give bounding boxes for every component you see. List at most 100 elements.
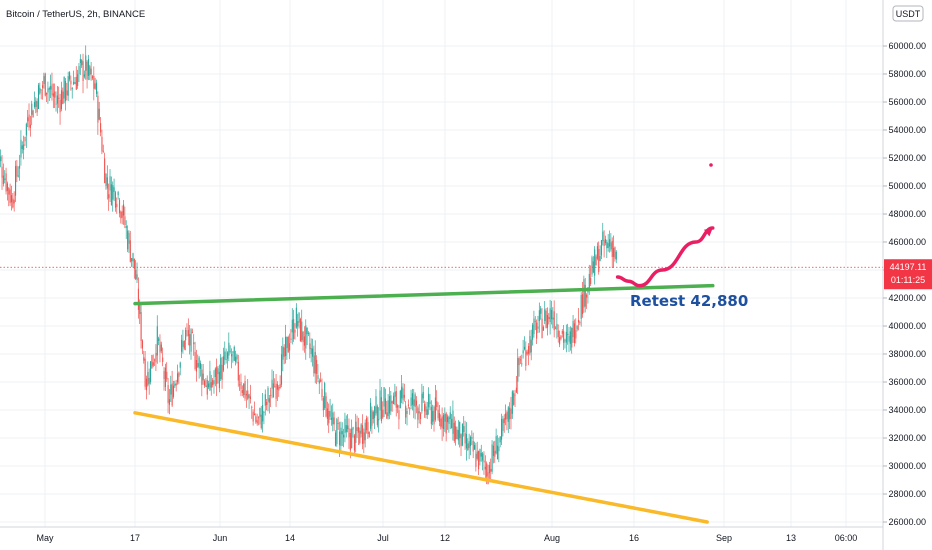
candle-body bbox=[69, 72, 71, 80]
candle-body bbox=[356, 427, 358, 432]
candle-body bbox=[177, 373, 179, 383]
candle-body bbox=[478, 451, 480, 470]
candle-body bbox=[226, 352, 229, 359]
candle-body bbox=[298, 312, 300, 323]
candle-body bbox=[591, 257, 593, 275]
candle-body bbox=[225, 359, 227, 360]
candle-body bbox=[483, 460, 485, 463]
y-tick-label: 50000.00 bbox=[888, 181, 926, 191]
candle-body bbox=[263, 412, 265, 413]
candle-body bbox=[12, 198, 14, 208]
candle-body bbox=[409, 408, 411, 410]
candle-body bbox=[487, 472, 489, 484]
candle-body bbox=[139, 304, 141, 315]
candle-body bbox=[429, 401, 431, 404]
candle-body bbox=[526, 351, 528, 355]
trendlines-layer bbox=[0, 163, 883, 524]
candle-body bbox=[228, 342, 230, 356]
candle-body bbox=[364, 422, 366, 441]
candle-body bbox=[438, 413, 441, 422]
candle-body bbox=[67, 76, 69, 96]
candle-body bbox=[179, 362, 181, 368]
candle-body bbox=[52, 93, 54, 97]
candle-body bbox=[150, 361, 152, 383]
candle-body bbox=[178, 372, 180, 377]
support-trendline[interactable] bbox=[133, 411, 709, 524]
candle-body bbox=[171, 383, 173, 406]
candle-body bbox=[472, 440, 474, 452]
x-tick-label: 13 bbox=[786, 533, 796, 543]
candle-body bbox=[208, 383, 210, 388]
candle-body bbox=[127, 230, 129, 250]
candle-body bbox=[324, 383, 326, 408]
retest-annotation: Retest 42,880 bbox=[630, 292, 748, 310]
candle-body bbox=[241, 390, 243, 393]
candle-body bbox=[393, 395, 395, 405]
candle-body bbox=[258, 417, 260, 419]
candle-body bbox=[532, 324, 534, 340]
candle-body bbox=[113, 187, 115, 193]
resistance-trendline[interactable] bbox=[133, 283, 715, 306]
candle-body bbox=[614, 247, 616, 259]
candle-body bbox=[598, 249, 600, 272]
candle-body bbox=[124, 216, 126, 225]
candle-body bbox=[345, 425, 347, 433]
candle-body bbox=[4, 178, 6, 180]
projection-path[interactable] bbox=[615, 226, 715, 288]
candle-body bbox=[603, 240, 605, 246]
candle-body bbox=[496, 445, 499, 460]
candle-body bbox=[17, 175, 19, 177]
candle-body bbox=[600, 240, 603, 256]
candle-body bbox=[325, 396, 327, 417]
candle-body bbox=[1, 166, 3, 178]
candle-body bbox=[509, 407, 511, 420]
candle-body bbox=[501, 418, 503, 440]
candle-body bbox=[270, 394, 272, 396]
candle-body bbox=[461, 423, 463, 446]
candle-body bbox=[474, 444, 476, 450]
candle-body bbox=[163, 371, 165, 380]
candle-body bbox=[46, 92, 48, 95]
candle-body bbox=[64, 80, 67, 102]
candle-body bbox=[510, 408, 512, 420]
candle-body bbox=[376, 406, 378, 426]
candle-body bbox=[411, 393, 414, 405]
candle-body bbox=[137, 288, 139, 310]
candle-body bbox=[334, 432, 337, 446]
candle-body bbox=[359, 430, 361, 444]
candle-body bbox=[252, 411, 254, 422]
candle-body bbox=[317, 375, 319, 380]
candle-body bbox=[556, 323, 558, 330]
candle-body bbox=[213, 380, 215, 385]
candle-body bbox=[401, 386, 403, 399]
x-tick-label: 06:00 bbox=[835, 533, 858, 543]
candle-body bbox=[606, 242, 608, 249]
candle-body bbox=[560, 335, 562, 339]
candle-body bbox=[515, 387, 517, 393]
x-tick-label: May bbox=[36, 533, 54, 543]
candle-body bbox=[28, 114, 30, 128]
candle-body bbox=[440, 418, 442, 427]
currency-badge[interactable]: USDT bbox=[892, 5, 924, 22]
time-axis[interactable]: May 17 Jun 14 Jul 12 Aug 16 Sep 13 06:00 bbox=[36, 533, 857, 543]
candle-body bbox=[545, 310, 547, 329]
candle-body bbox=[484, 466, 486, 470]
candle-body bbox=[125, 226, 127, 229]
candle-body bbox=[548, 317, 550, 320]
candle-body bbox=[465, 433, 468, 449]
candle-body bbox=[266, 401, 268, 406]
candle-body bbox=[287, 336, 289, 353]
candle-body bbox=[518, 357, 520, 366]
candle-body bbox=[112, 185, 114, 200]
candle-body bbox=[563, 331, 565, 343]
candle-body bbox=[35, 100, 37, 108]
candle-body bbox=[135, 269, 137, 279]
candle-body bbox=[577, 319, 580, 323]
candle-body bbox=[141, 340, 144, 349]
candle-body bbox=[108, 194, 110, 199]
y-tick-label: 52000.00 bbox=[888, 153, 926, 163]
y-tick-label: 54000.00 bbox=[888, 125, 926, 135]
candle-body bbox=[237, 361, 239, 381]
candle-body bbox=[336, 419, 338, 445]
